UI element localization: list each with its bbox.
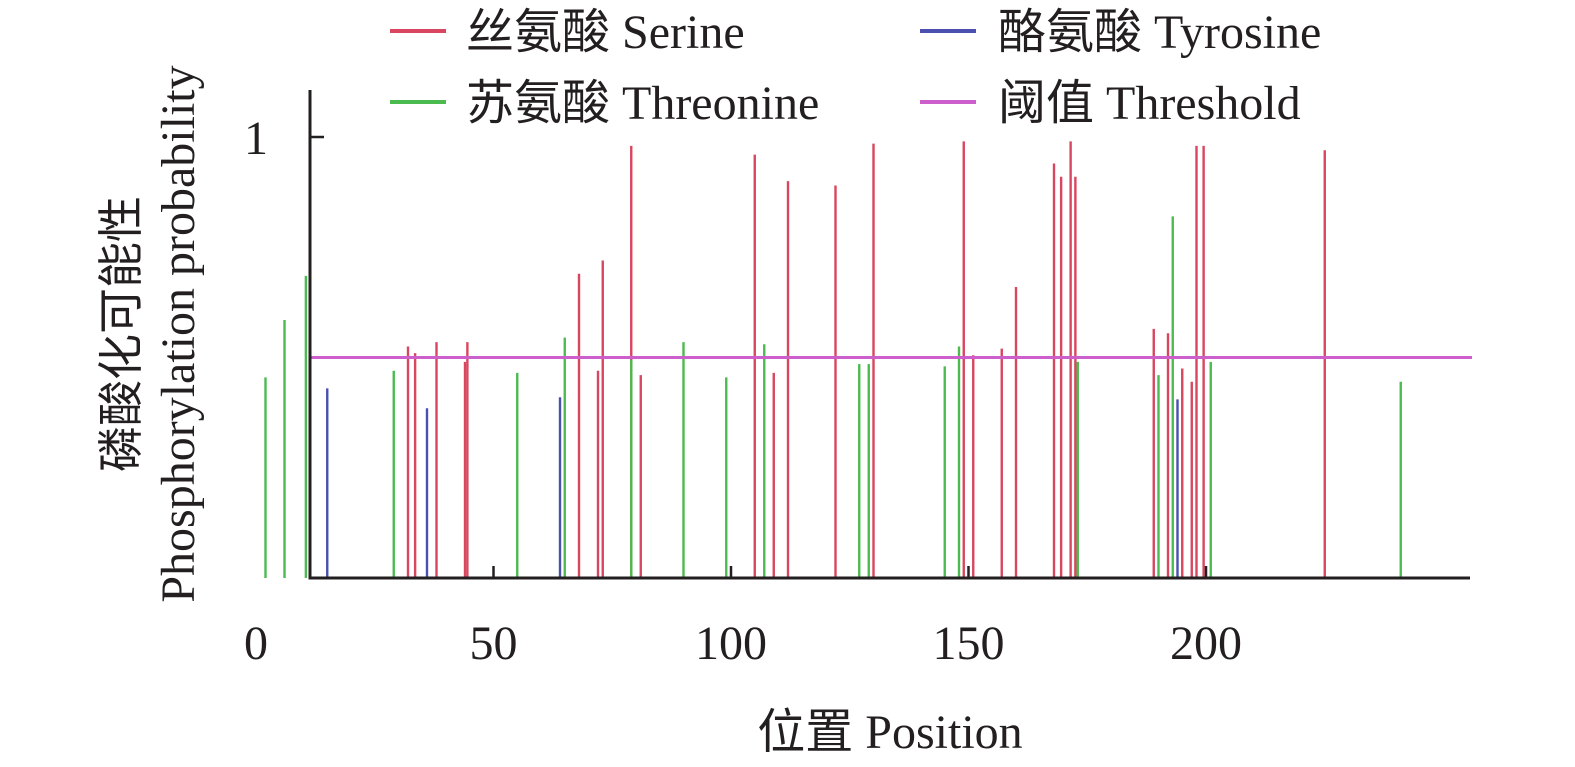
y-axis-ticks: 1 — [244, 112, 324, 165]
x-axis-ticks: 0 50 100 150 200 — [244, 566, 1242, 670]
y-axis-title-en-wrap: Phosphorylation probability — [152, 65, 205, 602]
x-tick-label-0: 0 — [244, 617, 268, 670]
x-axis-title: 位置 Position — [757, 706, 1022, 759]
legend-label-threonine: 苏氨酸 Threonine — [466, 77, 819, 130]
y-axis-title: 磷酸化可能性 — [96, 196, 147, 472]
x-tick-label-150: 150 — [933, 617, 1005, 670]
axes: 0 50 100 150 200 1 — [244, 90, 1470, 670]
y-axis-title-cn: 磷酸化可能性 — [96, 196, 147, 472]
y-tick-label-1: 1 — [244, 112, 268, 165]
legend-label-serine: 丝氨酸 Serine — [466, 6, 745, 59]
legend-label-tyrosine: 酪氨酸 Tyrosine — [998, 6, 1321, 59]
plot-area — [264, 141, 1472, 578]
legend-label-threshold: 阈值 Threshold — [998, 77, 1301, 130]
x-tick-label-50: 50 — [470, 617, 518, 670]
legend: 丝氨酸 Serine 酪氨酸 Tyrosine 苏氨酸 Threonine 阈值… — [390, 6, 1321, 130]
x-tick-label-100: 100 — [695, 617, 767, 670]
x-tick-label-200: 200 — [1170, 617, 1242, 670]
y-axis-title-en: Phosphorylation probability — [152, 65, 205, 602]
